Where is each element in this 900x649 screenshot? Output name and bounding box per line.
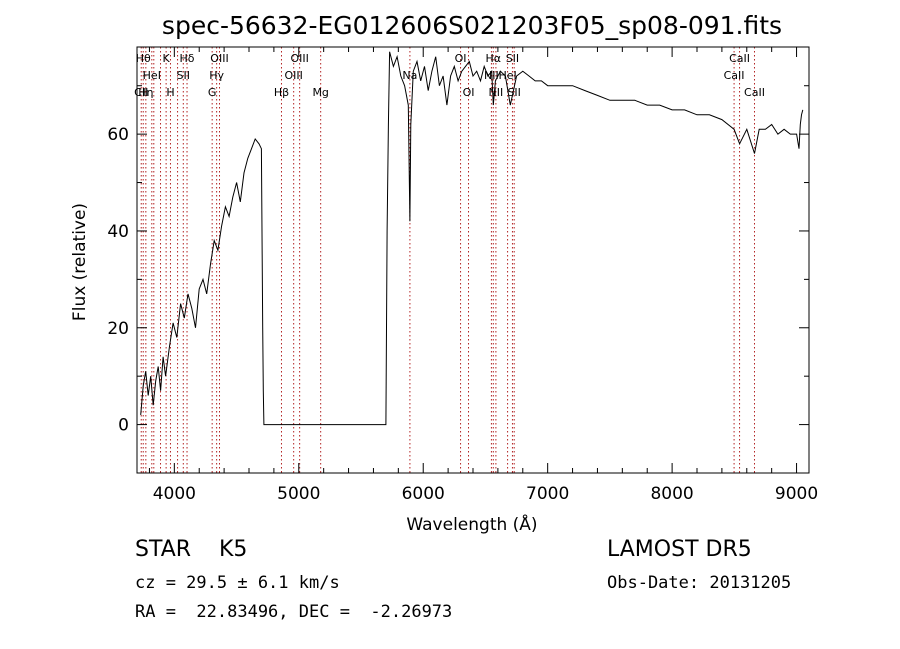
line-marker-label-3: HeI [143, 69, 161, 82]
line-marker-label-19: OI [455, 52, 467, 65]
line-marker-label-11: G [208, 86, 217, 99]
y-axis-label: Flux (relative) [70, 203, 90, 321]
line-marker-label-2: Hη [138, 86, 153, 99]
line-marker-label-17: Mg [312, 86, 328, 99]
line-marker-label-16: OIII [290, 52, 308, 65]
line-marker-label-10: Hδ [180, 52, 195, 65]
spectrum-line [140, 51, 804, 426]
line-marker-label-15: OIII [284, 69, 302, 82]
redshift-label: cz = 29.5 ± 6.1 km/s [135, 573, 340, 593]
obs-date-label: Obs-Date: 20131205 [607, 573, 792, 593]
line-marker-labels: CIIHθHηHeIKHSIIHδGHγOIIIHβOIIIOIIIMgNaOI… [134, 52, 765, 99]
line-marker-label-25: SII [506, 52, 519, 65]
x-tick-label-3: 7000 [526, 484, 569, 504]
line-marker-label-24: HeI [498, 69, 516, 82]
line-marker-label-7: H [166, 86, 174, 99]
y-tick-label-0: 0 [118, 416, 129, 436]
x-tick-label-0: 4000 [153, 484, 196, 504]
x-axis-label: Wavelength (Å) [406, 513, 537, 535]
x-axis-ticks: 4000 5000 6000 7000 8000 9000 [148, 47, 818, 504]
line-marker-label-13: OIII [210, 52, 228, 65]
plot-frame [136, 46, 810, 474]
line-marker-label-29: CaII [744, 86, 765, 99]
line-markers [140, 47, 755, 473]
x-tick-label-5: 9000 [775, 484, 818, 504]
x-tick-label-1: 5000 [277, 484, 320, 504]
survey-label: LAMOST DR5 [607, 537, 752, 562]
line-marker-label-1: Hθ [136, 52, 151, 65]
line-marker-label-26: SII [507, 86, 520, 99]
coordinates-label: RA = 22.83496, DEC = -2.26973 [135, 602, 453, 622]
line-marker-label-23: NII [489, 86, 504, 99]
object-class: STAR K5 [135, 537, 248, 562]
line-marker-label-12: Hγ [209, 69, 224, 82]
line-marker-label-14: Hβ [274, 86, 289, 99]
line-marker-label-22: Hα [486, 52, 502, 65]
y-tick-label-2: 40 [107, 222, 129, 242]
y-axis-ticks: 0 20 40 60 [107, 85, 809, 474]
y-tick-label-3: 60 [107, 125, 129, 145]
chart-title: spec-56632-EG012606S021203F05_sp08-091.f… [162, 11, 782, 40]
line-marker-label-18: Na [402, 69, 417, 82]
x-tick-label-4: 8000 [650, 484, 693, 504]
line-marker-label-0: CII [134, 86, 148, 99]
line-marker-label-27: CaII [724, 69, 745, 82]
y-tick-label-1: 20 [107, 319, 129, 339]
line-marker-label-20: OI [463, 86, 475, 99]
line-marker-label-9: SII [177, 69, 190, 82]
line-marker-label-28: CaII [729, 52, 750, 65]
x-tick-label-2: 6000 [402, 484, 445, 504]
line-marker-label-6: K [163, 52, 171, 65]
